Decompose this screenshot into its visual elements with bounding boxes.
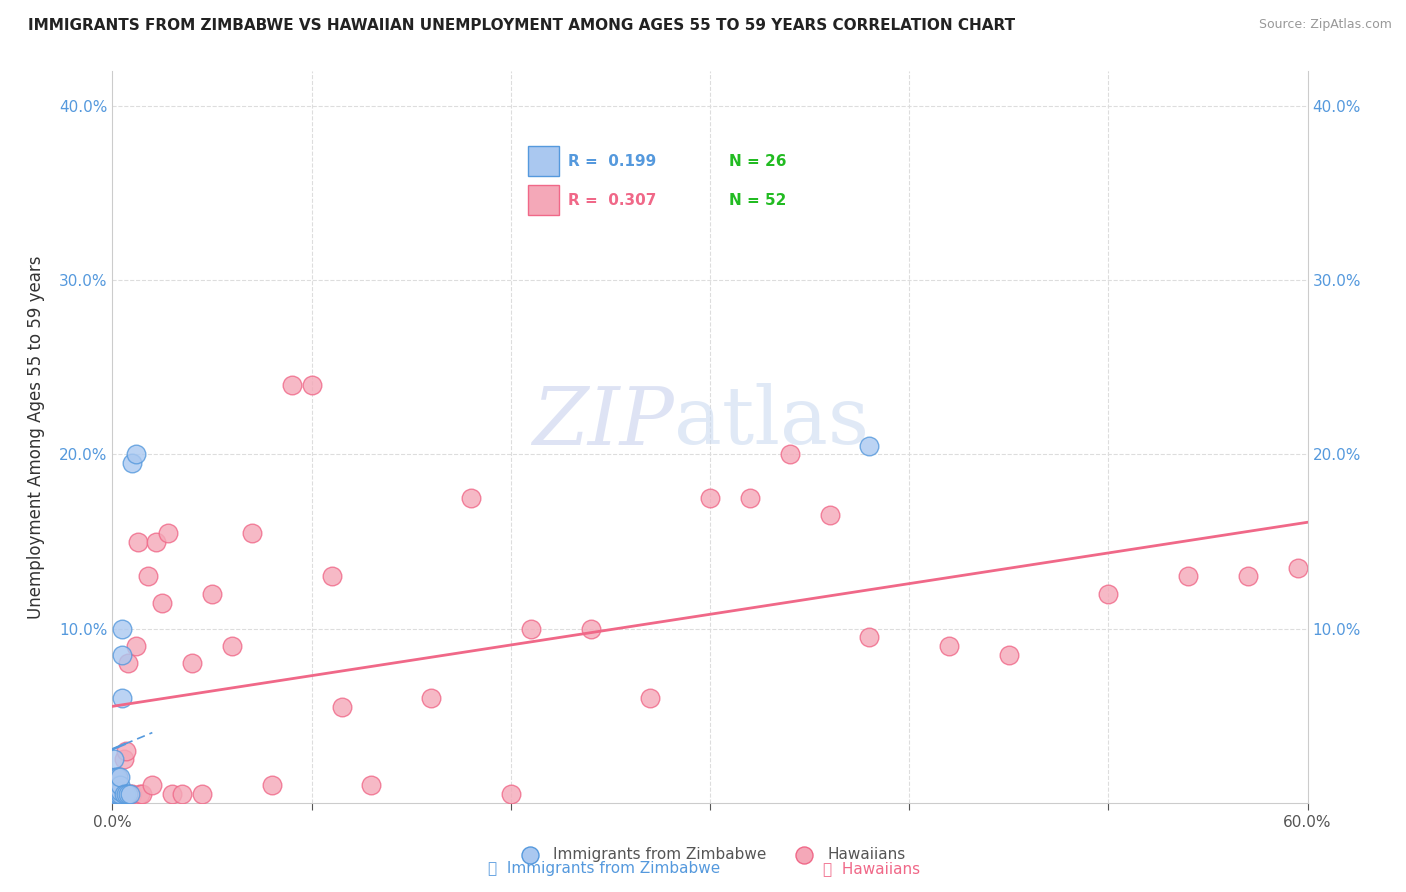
- Point: [157, 525, 180, 540]
- Point: [125, 639, 148, 653]
- Point: [114, 787, 135, 801]
- Point: [145, 534, 167, 549]
- Point: [321, 569, 343, 583]
- Text: R =  0.199: R = 0.199: [568, 153, 657, 169]
- Point: [111, 648, 134, 662]
- Text: atlas: atlas: [675, 384, 869, 461]
- Bar: [529, 146, 560, 177]
- Y-axis label: Unemployment Among Ages 55 to 59 years: Unemployment Among Ages 55 to 59 years: [27, 255, 45, 619]
- Point: [107, 787, 129, 801]
- Text: ⬜  Immigrants from Zimbabwe: ⬜ Immigrants from Zimbabwe: [488, 861, 721, 876]
- Point: [520, 622, 543, 636]
- Point: [131, 787, 153, 801]
- Point: [738, 491, 761, 505]
- Point: [127, 534, 149, 549]
- Point: [117, 787, 139, 801]
- Point: [120, 787, 142, 801]
- Point: [162, 787, 183, 801]
- Point: [105, 781, 128, 796]
- Point: [105, 781, 128, 796]
- Bar: [529, 185, 560, 215]
- Point: [103, 778, 125, 792]
- Point: [110, 787, 132, 801]
- Point: [301, 377, 323, 392]
- Point: [110, 770, 132, 784]
- Point: [107, 783, 129, 797]
- Point: [420, 691, 443, 706]
- Point: [1237, 569, 1260, 583]
- Text: N = 52: N = 52: [730, 193, 787, 208]
- Point: [260, 778, 283, 792]
- Point: [640, 691, 662, 706]
- Point: [150, 595, 173, 609]
- Text: R =  0.307: R = 0.307: [568, 193, 657, 208]
- Point: [111, 622, 134, 636]
- Point: [121, 456, 143, 470]
- Point: [699, 491, 721, 505]
- Point: [107, 770, 129, 784]
- Point: [114, 752, 135, 766]
- Point: [110, 783, 132, 797]
- Point: [110, 787, 132, 801]
- Point: [201, 587, 224, 601]
- Point: [107, 787, 129, 801]
- Text: N = 26: N = 26: [730, 153, 787, 169]
- Point: [579, 622, 602, 636]
- Point: [1286, 560, 1309, 574]
- Point: [120, 787, 142, 801]
- Point: [1097, 587, 1119, 601]
- Point: [105, 787, 128, 801]
- Point: [181, 657, 204, 671]
- Point: [779, 448, 801, 462]
- Point: [138, 569, 160, 583]
- Point: [281, 377, 304, 392]
- Point: [115, 743, 138, 757]
- Text: ⬜  Hawaiians: ⬜ Hawaiians: [823, 861, 921, 876]
- Text: ZIP: ZIP: [533, 384, 675, 461]
- Text: Source: ZipAtlas.com: Source: ZipAtlas.com: [1258, 18, 1392, 31]
- Point: [103, 770, 125, 784]
- Point: [111, 787, 134, 801]
- Point: [172, 787, 194, 801]
- Point: [998, 648, 1021, 662]
- Point: [107, 770, 129, 784]
- Point: [105, 778, 128, 792]
- Point: [858, 631, 880, 645]
- Point: [499, 787, 522, 801]
- Point: [117, 657, 139, 671]
- Point: [103, 787, 125, 801]
- Point: [360, 778, 382, 792]
- Point: [115, 787, 138, 801]
- Point: [107, 778, 129, 792]
- Point: [191, 787, 214, 801]
- Point: [1177, 569, 1199, 583]
- Point: [818, 508, 841, 523]
- Point: [240, 525, 263, 540]
- Point: [125, 448, 148, 462]
- Point: [110, 778, 132, 792]
- Point: [460, 491, 482, 505]
- Point: [105, 770, 128, 784]
- Text: IMMIGRANTS FROM ZIMBABWE VS HAWAIIAN UNEMPLOYMENT AMONG AGES 55 TO 59 YEARS CORR: IMMIGRANTS FROM ZIMBABWE VS HAWAIIAN UNE…: [28, 18, 1015, 33]
- Point: [111, 691, 134, 706]
- Point: [221, 639, 243, 653]
- Legend: Immigrants from Zimbabwe, Hawaiians: Immigrants from Zimbabwe, Hawaiians: [509, 841, 911, 868]
- Point: [129, 787, 152, 801]
- Point: [141, 778, 163, 792]
- Point: [105, 787, 128, 801]
- Point: [330, 700, 353, 714]
- Point: [103, 787, 125, 801]
- Point: [938, 639, 960, 653]
- Point: [121, 787, 143, 801]
- Point: [858, 439, 880, 453]
- Point: [103, 752, 125, 766]
- Point: [114, 787, 135, 801]
